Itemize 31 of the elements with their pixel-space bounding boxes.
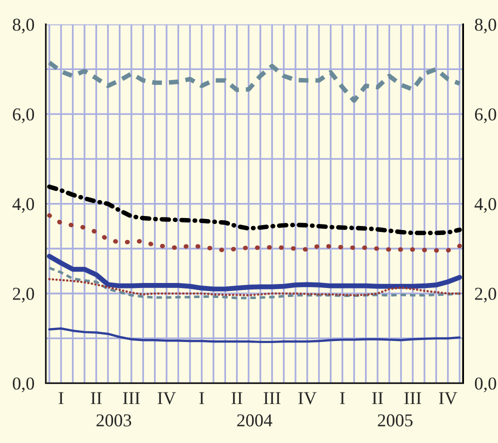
line-series [48,327,461,344]
line-series [46,254,462,292]
x-tick-label: II [232,392,242,404]
y2-tick-label: 2,0 [475,288,496,303]
x-tick-label: III [404,392,422,404]
line-series [48,266,461,300]
x-tick-label: II [372,392,383,404]
x-tick-label: III [264,392,280,404]
x-tick-label: I [58,392,64,404]
x-tick-label: I [199,392,204,404]
y-tick-label: 0,0 [12,377,34,392]
line-series [47,213,462,253]
y-tick-label: 6,0 [12,108,34,124]
y-tick-label: 4,0 [12,198,34,213]
line-series [47,60,462,103]
x-tick-label: IV [158,392,176,404]
y2-tick-label: 8,0 [474,18,496,34]
x-tick-label: II [90,392,102,404]
x-tick-label: III [123,392,140,404]
text: 2004 [237,414,272,426]
y-tick-label: 2,0 [12,288,34,303]
x-tick-label: IV [298,392,317,404]
y-tick-label: 8,0 [12,18,34,34]
line-series [48,278,461,296]
text: 2003 [96,414,132,426]
y2-tick-label: 6,0 [475,108,496,124]
x-tick-label: IV [439,392,458,404]
y2-tick-label: 0,0 [474,377,496,392]
x-tick-label: I [340,392,345,404]
y2-tick-label: 4,0 [474,198,496,213]
text: 2005 [378,414,412,426]
